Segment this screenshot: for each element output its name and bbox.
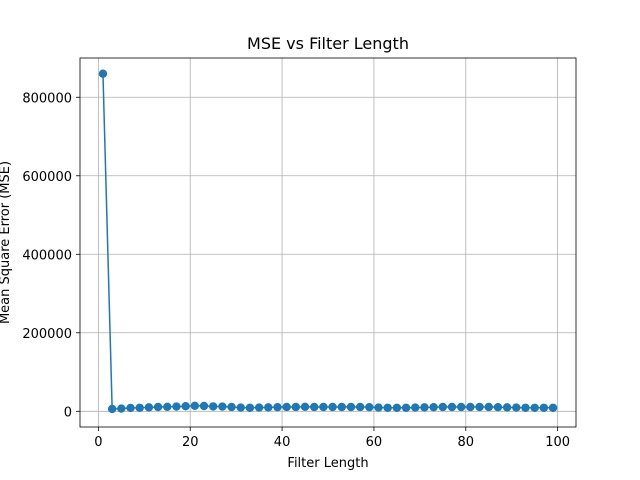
data-point [264, 403, 273, 412]
data-point [291, 402, 301, 412]
data-point [218, 402, 227, 411]
data-point [346, 402, 356, 412]
y-tick-label: 800000 [22, 91, 72, 106]
data-point [401, 403, 411, 412]
x-tick-label: 100 [545, 435, 570, 450]
y-axis-label: Mean Square Error (MSE) [0, 161, 13, 324]
x-tick-label: 20 [182, 435, 199, 450]
data-point [355, 402, 365, 412]
x-axis-label: Filter Length [287, 456, 368, 471]
data-point [107, 404, 117, 414]
data-point [199, 401, 209, 411]
data-point [135, 403, 144, 412]
y-tick-label: 600000 [22, 170, 72, 185]
data-point [153, 402, 163, 412]
data-point [420, 403, 429, 412]
data-point [181, 401, 190, 411]
y-tick-label: 200000 [22, 327, 72, 342]
y-tick-label: 400000 [22, 248, 72, 263]
data-point [98, 69, 108, 78]
ticks: 0 20 40 60 80 100 0 200000 400000 600000 800000 [22, 91, 570, 450]
data-point [512, 403, 521, 412]
data-point [365, 402, 374, 412]
data-point [548, 403, 558, 412]
data-point [539, 403, 549, 412]
data-point [429, 402, 438, 412]
data-point [475, 402, 484, 412]
data-point [245, 403, 255, 412]
data-point [337, 402, 346, 412]
data-point [456, 402, 466, 412]
data-point [227, 402, 236, 412]
data-point [208, 402, 218, 411]
data-point [319, 402, 328, 412]
data-point [521, 403, 530, 412]
data-point [163, 402, 172, 411]
data-point [282, 402, 291, 412]
x-tick-label: 60 [366, 435, 383, 450]
data-point [190, 401, 200, 411]
data-point [438, 402, 448, 412]
axes-frame [79, 57, 577, 428]
data-point [374, 403, 383, 412]
data-point [530, 403, 539, 412]
data-point [502, 403, 512, 412]
data-point [273, 402, 282, 412]
data-point [117, 404, 126, 413]
data-point [236, 403, 245, 412]
data-point [484, 402, 493, 412]
data-point [172, 402, 181, 411]
grid [80, 58, 576, 427]
series-plot [98, 69, 558, 414]
data-point [126, 403, 135, 413]
x-tick-label: 0 [94, 435, 102, 450]
x-tick-label: 80 [458, 435, 475, 450]
data-point [493, 402, 503, 412]
data-point [328, 402, 337, 412]
chart-title: MSE vs Filter Length [247, 34, 409, 53]
data-point [300, 402, 310, 411]
data-point [254, 403, 264, 412]
data-point [466, 402, 475, 412]
data-point [392, 403, 402, 412]
y-tick-label: 0 [64, 405, 72, 420]
data-point [310, 402, 319, 412]
data-point [411, 403, 420, 412]
data-point [447, 402, 457, 412]
data-point [144, 403, 154, 412]
data-point [383, 403, 392, 412]
x-tick-label: 40 [274, 435, 291, 450]
